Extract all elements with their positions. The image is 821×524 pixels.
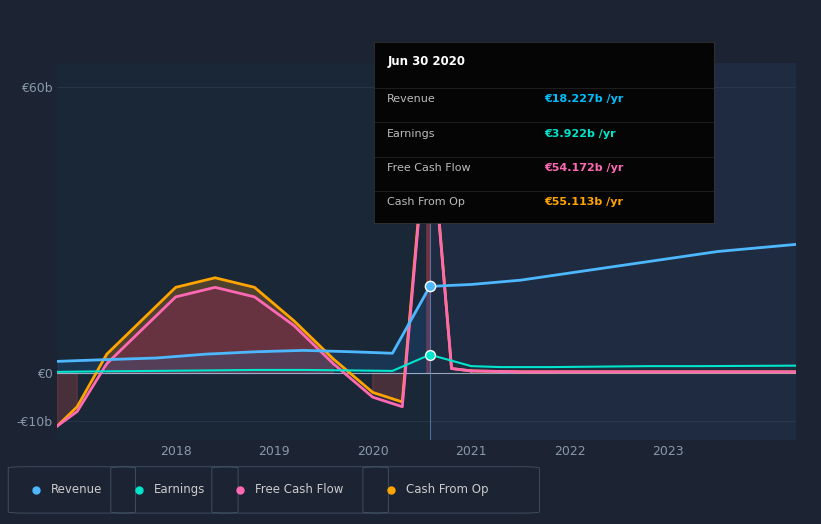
Text: Analysts Forecasts: Analysts Forecasts <box>436 80 546 93</box>
Point <box>424 110 437 118</box>
Point <box>424 106 437 114</box>
Text: Free Cash Flow: Free Cash Flow <box>255 484 343 496</box>
Text: Revenue: Revenue <box>388 94 436 104</box>
Text: Cash From Op: Cash From Op <box>406 484 488 496</box>
Text: Jun 30 2020: Jun 30 2020 <box>388 54 466 68</box>
Text: Free Cash Flow: Free Cash Flow <box>388 163 470 173</box>
Text: €54.172b /yr: €54.172b /yr <box>544 163 623 173</box>
Text: Earnings: Earnings <box>388 129 436 139</box>
Point <box>424 282 437 291</box>
Text: Earnings: Earnings <box>154 484 205 496</box>
Text: Past: Past <box>399 80 424 93</box>
Text: Revenue: Revenue <box>51 484 103 496</box>
Text: €18.227b /yr: €18.227b /yr <box>544 94 623 104</box>
Text: Cash From Op: Cash From Op <box>388 198 465 208</box>
Bar <box>57 63 430 440</box>
Text: €55.113b /yr: €55.113b /yr <box>544 198 623 208</box>
Point <box>424 351 437 359</box>
Text: €3.922b /yr: €3.922b /yr <box>544 129 616 139</box>
Bar <box>430 63 796 440</box>
